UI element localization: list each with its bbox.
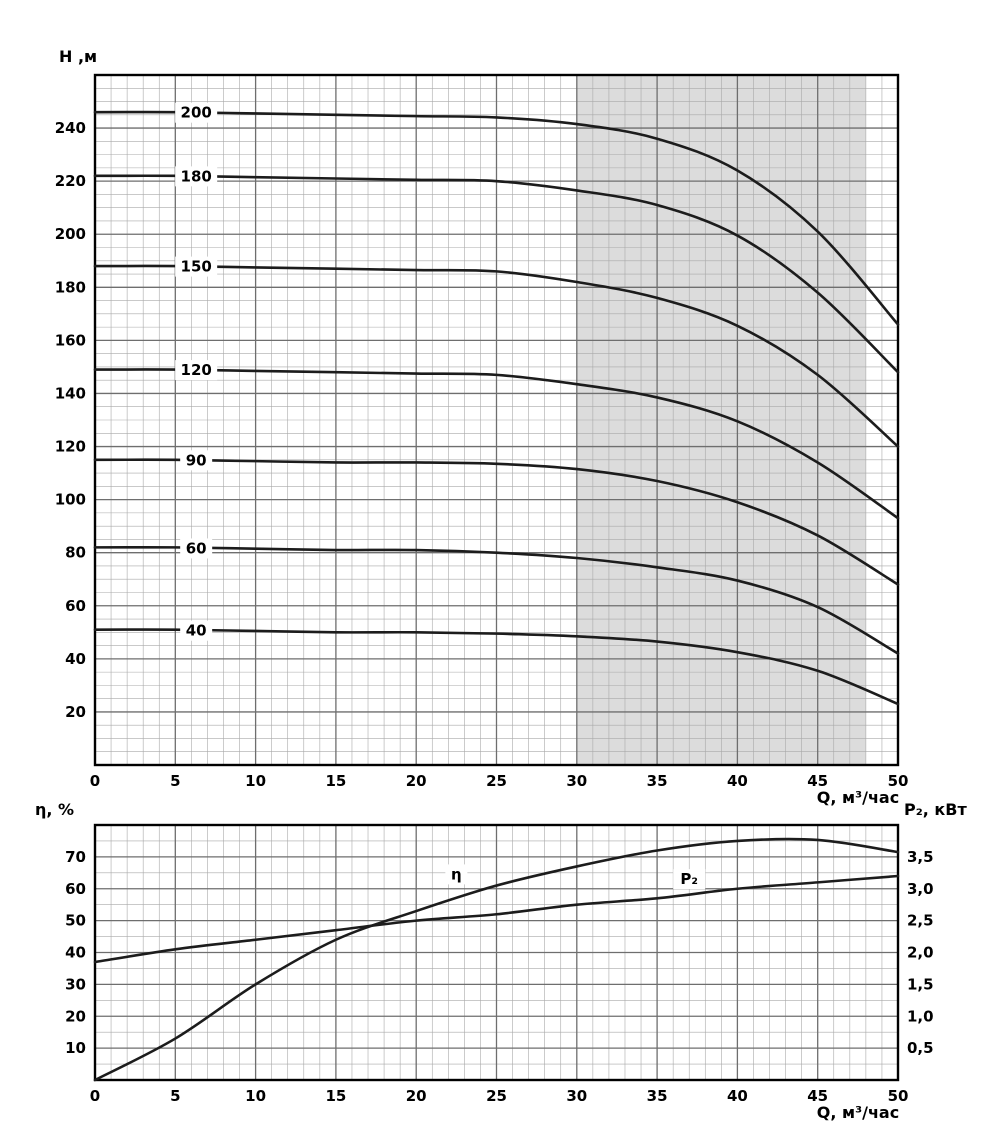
curve-label-bg [175, 166, 218, 187]
x-tick-label: 15 [325, 772, 346, 790]
y-tick-label: 100 [55, 491, 86, 509]
curve-60 [93, 545, 900, 655]
y-tick-label: 120 [55, 438, 86, 456]
y-tick-label: 60 [65, 880, 86, 898]
x-tick-label: 20 [406, 772, 427, 790]
x-tick-label: 45 [807, 1087, 828, 1105]
x-axis-title: Q, м³/час [817, 788, 899, 807]
y-tick-label: 30 [65, 975, 86, 993]
plot-frame [93, 823, 900, 1082]
curve-label-bg [673, 869, 706, 890]
y-tick-label: 20 [65, 1007, 86, 1025]
x-tick-label: 30 [566, 772, 587, 790]
y-tick-label: 40 [65, 944, 86, 962]
y-tick-label: 10 [65, 1039, 86, 1057]
curve-40 [93, 628, 900, 706]
curve-label-η: η [451, 865, 462, 883]
y-tick-label: 220 [55, 172, 86, 190]
x-tick-label: 35 [647, 772, 668, 790]
x-tick-label: 50 [888, 772, 909, 790]
curve-label-40: 40 [186, 622, 207, 640]
x-tick-label: 0 [90, 772, 100, 790]
y-tick-label: 60 [65, 597, 86, 615]
curve-150 [93, 264, 900, 448]
x-tick-label: 10 [245, 772, 266, 790]
curve-label-bg [175, 360, 218, 381]
curve-200 [93, 110, 900, 326]
curve-label-60: 60 [186, 539, 207, 557]
y2-tick-label: 1,0 [907, 1007, 934, 1025]
curve-180 [93, 174, 900, 374]
x-tick-label: 25 [486, 772, 507, 790]
y-tick-label: 70 [65, 848, 86, 866]
plot-frame [93, 73, 900, 767]
x-tick-label: 40 [727, 772, 748, 790]
y-tick-label: 140 [55, 384, 86, 402]
curve-label-200: 200 [181, 104, 212, 122]
curve-label-bg [175, 256, 218, 277]
curve-label-150: 150 [181, 258, 212, 276]
x-tick-label: 5 [170, 772, 180, 790]
x-tick-label: 0 [90, 1087, 100, 1105]
grid-major [94, 75, 899, 765]
curve-label-bg [180, 450, 213, 471]
y2-tick-label: 0,5 [907, 1039, 934, 1057]
y2-tick-label: 2,0 [907, 944, 934, 962]
y-axis-title: Н ,м [59, 47, 97, 66]
curve-label-bg [180, 620, 213, 641]
curve-label-90: 90 [186, 451, 207, 469]
curve-120 [93, 368, 900, 520]
grid-major [94, 825, 899, 1080]
y-tick-label: 200 [55, 225, 86, 243]
y2-tick-label: 3,0 [907, 880, 934, 898]
x-tick-label: 10 [245, 1087, 266, 1105]
x-tick-label: 35 [647, 1087, 668, 1105]
x-tick-label: 30 [566, 1087, 587, 1105]
y-tick-label: 240 [55, 119, 86, 137]
y-axis-title-right: Р₂, кВт [904, 800, 967, 819]
x-tick-label: 45 [807, 772, 828, 790]
efficiency-power-chart: η Р₂ 0 5 10 15 20 25 30 35 40 45 50 10 20 30 40 50 60 70 0,5… [35, 800, 967, 1122]
curve-label-bg [445, 864, 468, 885]
y-tick-label: 40 [65, 650, 86, 668]
y2-tick-label: 3,5 [907, 848, 934, 866]
y-tick-label: 80 [65, 544, 86, 562]
head-flow-chart: 200 180 150 120 90 60 40 0 5 10 15 20 25 30 35 40 45 50 20… [55, 47, 909, 807]
y-tick-label: 160 [55, 331, 86, 349]
y-tick-label: 20 [65, 703, 86, 721]
x-tick-label: 20 [406, 1087, 427, 1105]
y-axis-title-left: η, % [35, 800, 74, 819]
curve-label-bg [175, 102, 218, 123]
x-tick-label: 25 [486, 1087, 507, 1105]
x-axis-title: Q, м³/час [817, 1103, 899, 1122]
curve-label-bg [180, 538, 213, 559]
x-tick-label: 50 [888, 1087, 909, 1105]
curve-label-120: 120 [181, 361, 212, 379]
y-tick-label: 180 [55, 278, 86, 296]
y2-tick-label: 1,5 [907, 975, 934, 993]
x-tick-label: 15 [325, 1087, 346, 1105]
y2-tick-label: 2,5 [907, 912, 934, 930]
y-tick-label: 50 [65, 912, 86, 930]
curve-90 [93, 458, 900, 586]
x-tick-label: 40 [727, 1087, 748, 1105]
curve-label-Р₂: Р₂ [680, 870, 698, 888]
curve-η [93, 837, 900, 1082]
x-tick-label: 5 [170, 1087, 180, 1105]
curve-label-180: 180 [181, 167, 212, 185]
curve-Р₂ [93, 874, 900, 964]
